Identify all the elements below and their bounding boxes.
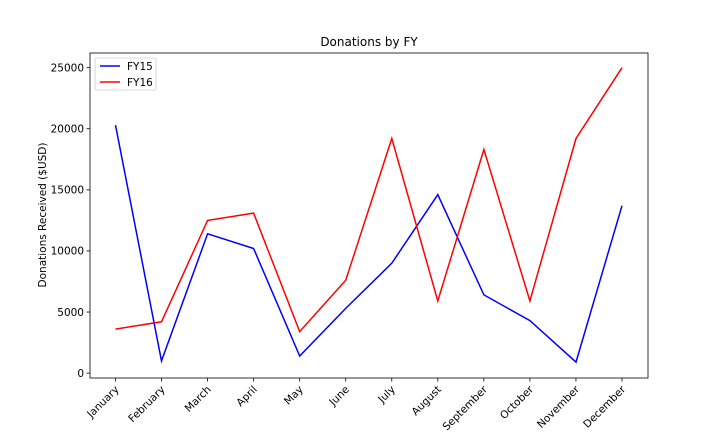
y-axis: 0 5000 10000 15000 20000 25000 [51,62,90,380]
legend: FY15 FY16 [94,57,157,91]
y-tick-label: 15000 [51,185,84,197]
legend-label-fy15: FY15 [127,61,153,73]
y-tick-label: 10000 [51,246,84,258]
y-axis-label: Donations Received ($USD) [37,143,49,288]
plot-area-frame [89,52,649,379]
y-tick-label: 0 [77,368,84,380]
series-lines [114,67,623,364]
chart-title: Donations by FY [320,35,418,49]
series-line-fy15 [114,124,623,364]
y-tick-label: 5000 [57,307,84,319]
y-tick-label: 25000 [51,62,84,74]
y-tick-label: 20000 [51,124,84,136]
legend-label-fy16: FY16 [127,77,153,89]
series-line-fy16 [115,67,623,334]
